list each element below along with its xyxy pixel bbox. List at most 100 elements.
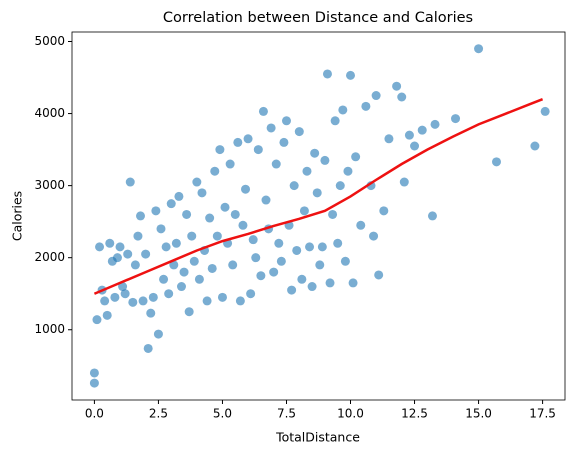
point [194,274,204,284]
point [228,260,238,270]
point [404,130,414,140]
point [102,310,112,320]
point [320,155,330,165]
point [276,256,286,266]
point [256,271,266,281]
point [95,242,105,252]
point [217,292,227,302]
point [89,378,99,388]
x-tick-label: 7.5 [277,407,296,421]
point [120,289,130,299]
point [399,177,409,187]
point [451,114,461,124]
point [312,188,322,198]
point [130,260,140,270]
point [279,137,289,147]
point [310,148,320,158]
point [346,70,356,80]
point [287,285,297,295]
y-tick-label: 5000 [34,34,65,48]
point [269,267,279,277]
point [371,91,381,101]
point [110,292,120,302]
point [151,206,161,216]
y-axis-label: Calories [10,191,25,241]
x-tick-label: 17.5 [529,407,556,421]
point [335,181,345,191]
point [156,224,166,234]
point [397,92,407,102]
point [235,296,245,306]
point [302,166,312,176]
point [192,177,202,187]
point [248,235,258,245]
point [351,152,361,162]
point [338,105,348,115]
point [330,116,340,126]
point [238,220,248,230]
point [205,213,215,223]
point [281,116,291,126]
point [271,159,281,169]
point [171,238,181,248]
point [212,231,222,241]
point [220,202,230,212]
point [253,145,263,155]
point [174,191,184,201]
point [179,267,189,277]
point [215,145,225,155]
point [379,206,389,216]
point [153,329,163,339]
point [315,260,325,270]
point [274,238,284,248]
chart-title: Correlation between Distance and Calorie… [163,10,473,26]
point [115,242,125,252]
x-tick-label: 10.0 [337,407,364,421]
point [305,242,315,252]
point [243,134,253,144]
point [164,289,174,299]
point [246,289,256,299]
point [189,256,199,266]
x-tick-label: 15.0 [465,407,492,421]
point [182,209,192,219]
point [146,308,156,318]
point [266,123,276,133]
point [348,278,358,288]
point [289,181,299,191]
y-tick-label: 4000 [34,106,65,120]
point [417,125,427,135]
x-tick-label: 12.5 [401,407,428,421]
point [225,159,235,169]
point [125,177,135,187]
x-axis-label: TotalDistance [275,430,360,445]
point [169,260,179,270]
point [184,307,194,317]
point [105,238,115,248]
point [322,69,332,79]
point [230,209,240,219]
point [100,296,110,306]
point [92,315,102,325]
x-tick-label: 2.5 [149,407,168,421]
point [392,81,402,91]
point [530,141,540,151]
point [166,199,176,209]
point [540,106,550,116]
point [207,263,217,273]
point [128,297,138,307]
point [187,231,197,241]
point [133,231,143,241]
point [141,249,151,259]
point [112,253,122,263]
plot-frame [71,31,566,401]
trend-line [93,97,544,295]
point [233,137,243,147]
x-tick-label: 5.0 [213,407,232,421]
point [369,231,379,241]
point [356,220,366,230]
point [89,368,99,378]
point [333,238,343,248]
point [143,343,153,353]
point [325,278,335,288]
